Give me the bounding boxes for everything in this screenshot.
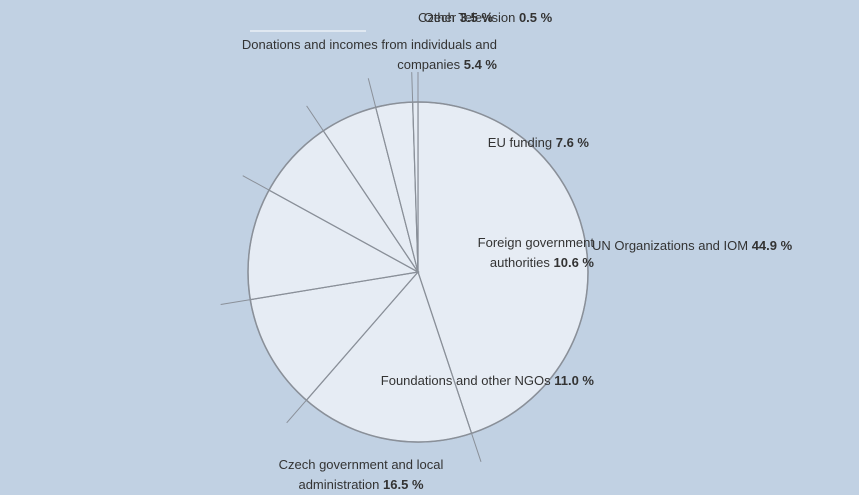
leader-line: [242, 175, 419, 273]
leader-line: [306, 105, 419, 273]
leader-line: [411, 72, 419, 273]
value-label: 3.5 %: [459, 10, 493, 25]
category-name: Donations and incomes from individuals a…: [241, 37, 497, 72]
slice-label: Czech Television 0.5 %: [418, 8, 638, 28]
value-label: 44.9 %: [751, 238, 793, 253]
category-name: Other: [423, 10, 457, 25]
category-name: Czech government and local administratio…: [278, 457, 444, 492]
pie-outline: [247, 101, 589, 443]
slice-label: Foreign government authorities 10.6 %: [424, 233, 594, 273]
category-name: Foundations and other NGOs: [380, 373, 551, 388]
slice-label: Other 3.5 %: [343, 8, 493, 28]
leader-line: [220, 271, 419, 306]
category-name: Foreign government authorities: [477, 235, 594, 270]
leader-line: [367, 78, 419, 273]
value-label: 10.6 %: [553, 255, 594, 270]
value-label: 7.6 %: [555, 135, 589, 150]
slice-label: UN Organizations and IOM 44.9 %: [592, 236, 852, 256]
value-label: 16.5 %: [383, 477, 424, 492]
slice-label: EU funding 7.6 %: [389, 133, 589, 153]
slice-label: Donations and incomes from individuals a…: [207, 35, 497, 75]
category-name: UN Organizations and IOM: [592, 238, 749, 253]
leader-line: [417, 271, 482, 462]
slice-label: Foundations and other NGOs 11.0 %: [314, 371, 594, 391]
value-label: 0.5 %: [518, 10, 553, 25]
category-name: Czech Television: [418, 10, 516, 25]
slice-label: Czech government and local administratio…: [241, 455, 481, 495]
value-label: 11.0 %: [554, 373, 594, 388]
value-label: 5.4 %: [463, 57, 497, 72]
category-name: EU funding: [487, 135, 553, 150]
leader-line: [286, 271, 419, 424]
